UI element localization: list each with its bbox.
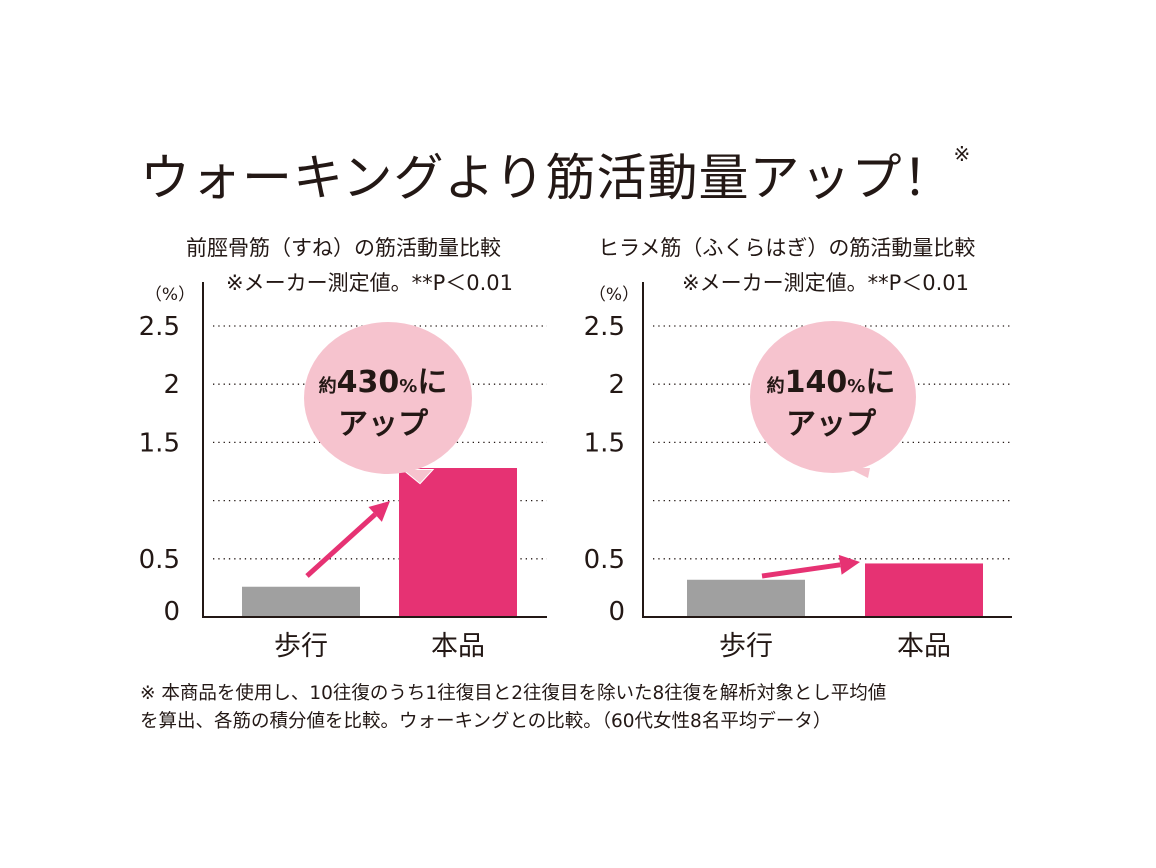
bubble-line2: アップ <box>786 407 876 442</box>
main-title: ウォーキングより筋活動量アップ！※ <box>140 138 971 210</box>
y-tick-label: 1.5 <box>139 428 180 458</box>
y-axis-unit: （%） <box>589 285 639 305</box>
bar-walking <box>687 579 805 617</box>
y-tick-label: 2 <box>608 370 625 400</box>
arrow-shaft <box>761 562 841 579</box>
bubble-unit: % <box>399 376 418 397</box>
bar-product <box>399 468 517 617</box>
y-axis-unit: （%） <box>145 285 195 305</box>
x-category-label: 本品 <box>897 631 951 662</box>
bar-walking <box>242 586 360 617</box>
x-category-label: 歩行 <box>719 631 773 662</box>
y-tick-label: 1.5 <box>584 428 625 458</box>
bubble-suffix: に <box>865 365 896 400</box>
bubble-value: 430 <box>336 365 400 400</box>
y-tick-label: 2.5 <box>139 312 180 342</box>
bubble-tail-fill <box>848 468 870 478</box>
footnote-line-1: ※ 本商品を使用し、10往復のうち1往復目と2往復目を除いた8往復を解析対象とし… <box>140 683 887 704</box>
arrow-shaft <box>305 512 377 578</box>
x-category-label: 歩行 <box>274 631 328 662</box>
y-tick-label: 0 <box>163 597 180 627</box>
chart-1-bubble-text: 約430%に アップ <box>300 364 466 444</box>
arrow-head <box>838 554 860 575</box>
chart-1-title: 前脛骨筋（すね）の筋活動量比較 <box>186 236 501 260</box>
bubble-value: 140 <box>784 365 848 400</box>
y-tick-label: 2 <box>163 370 180 400</box>
y-tick-label: 0.5 <box>584 545 625 575</box>
bubble-line2: アップ <box>338 407 428 442</box>
title-note-mark: ※ <box>953 142 972 166</box>
speech-bubble <box>750 321 916 473</box>
bubble-suffix: に <box>417 365 448 400</box>
y-tick-label: 0.5 <box>139 545 180 575</box>
chart-1-note: ※メーカー測定値。**P＜0.01 <box>226 271 514 295</box>
y-tick-label: 2.5 <box>584 312 625 342</box>
bubble-prefix: 約 <box>318 376 337 397</box>
arrow-head <box>368 501 390 522</box>
bar-product <box>865 563 983 617</box>
speech-bubble <box>304 322 472 474</box>
bubble-unit: % <box>847 376 866 397</box>
bubble-tail-fill <box>404 470 432 483</box>
chart-2-title: ヒラメ筋（ふくらはぎ）の筋活動量比較 <box>598 236 976 260</box>
footnote-line-2: を算出、各筋の積分値を比較。ウォーキングとの比較。（60代女性8名平均データ） <box>140 711 832 732</box>
y-tick-label: 0 <box>608 597 625 627</box>
x-category-label: 本品 <box>431 631 485 662</box>
chart-2-note: ※メーカー測定値。**P＜0.01 <box>682 271 970 295</box>
chart-2-bubble-text: 約140%に アップ <box>748 364 914 444</box>
main-title-text: ウォーキングより筋活動量アップ！ <box>140 149 954 207</box>
bubble-prefix: 約 <box>766 376 785 397</box>
